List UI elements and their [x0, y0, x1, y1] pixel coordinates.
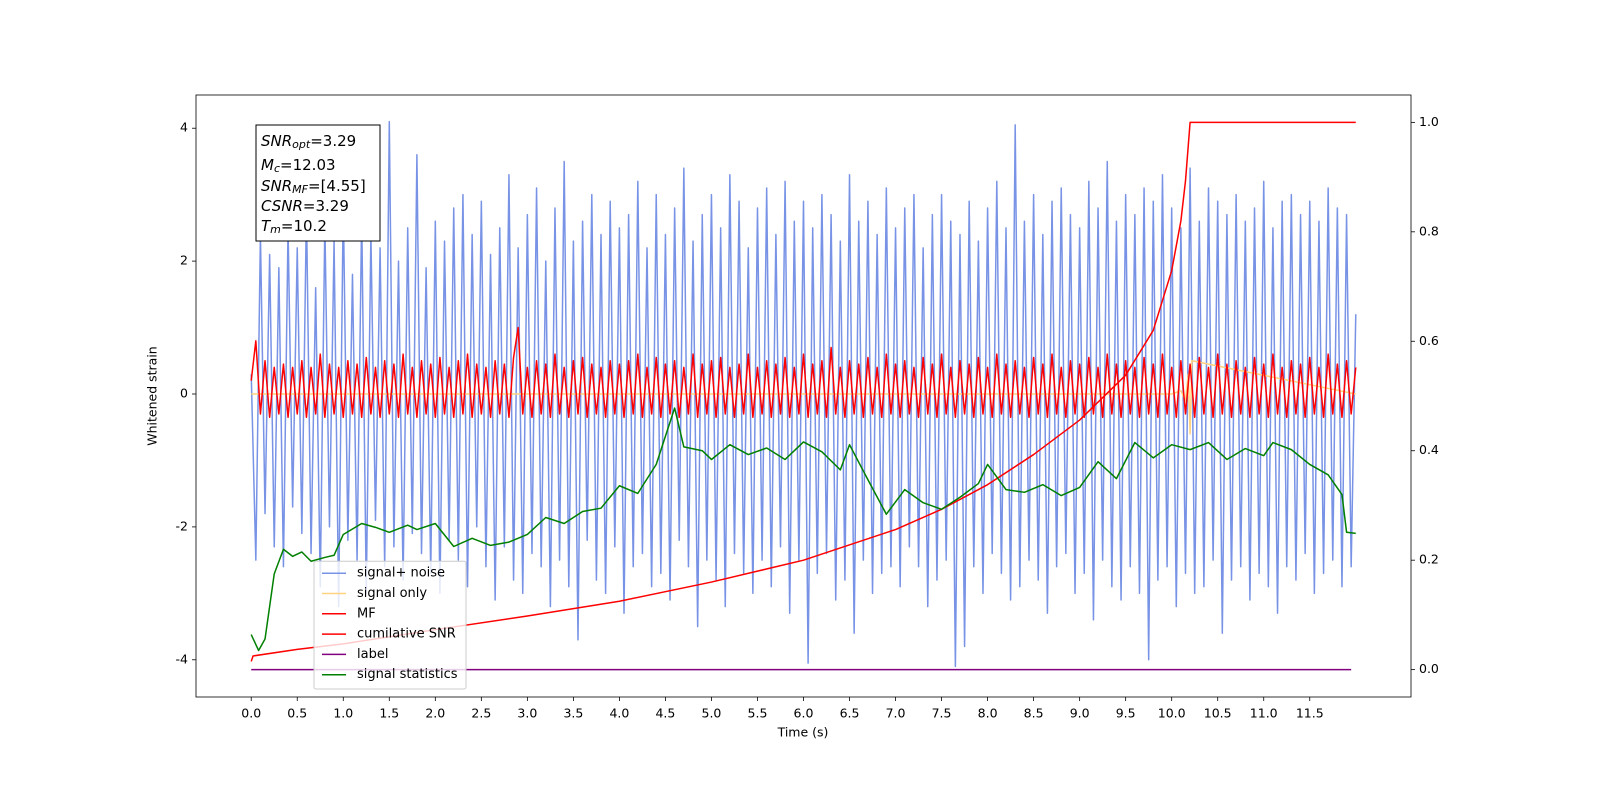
annotation: Tm=10.2: [261, 217, 327, 237]
series-line: [251, 360, 1356, 435]
x-tick-label: 9.5: [1116, 706, 1136, 721]
legend-label: label: [357, 647, 388, 662]
y-tick-label: 0: [180, 386, 188, 401]
x-tick-label: 10.0: [1158, 706, 1186, 721]
annotation-subscript: MF: [292, 183, 308, 196]
y2-tick-label: 0.4: [1419, 442, 1439, 457]
series-line: [250, 407, 1356, 652]
annotation: Mc=12.03: [261, 156, 336, 176]
annotation-symbol: T: [261, 217, 272, 235]
annotation-subscript: c: [274, 162, 280, 175]
legend-label: cumilative SNR: [357, 627, 456, 642]
annotation-text: =12.03: [280, 156, 336, 174]
y-axis-label: Whitened strain: [145, 346, 160, 445]
legend-box: [313, 560, 467, 690]
annotation: SNRMF=[4.55]: [261, 177, 366, 197]
x-tick-label: 5.0: [702, 706, 722, 721]
annotation-symbol: SNR: [261, 177, 292, 195]
annotation-box: [255, 124, 381, 242]
x-tick-label: 6.0: [794, 706, 814, 721]
x-tick-label: 8.0: [978, 706, 998, 721]
series-line: [250, 326, 1357, 419]
x-tick-label: 5.5: [748, 706, 768, 721]
annotation-subscript: opt: [292, 138, 311, 151]
x-tick-label: 2.5: [471, 706, 491, 721]
annotation: CSNR=3.29: [261, 197, 349, 215]
x-tick-label: 7.5: [932, 706, 952, 721]
y2-tick-label: 0.8: [1419, 223, 1439, 238]
x-tick-label: 3.5: [563, 706, 583, 721]
y-tick-label: -2: [176, 518, 188, 533]
x-tick-label: 9.0: [1070, 706, 1090, 721]
x-tick-label: 11.0: [1250, 706, 1278, 721]
annotation-text: =3.29: [310, 132, 356, 150]
legend-label: signal statistics: [357, 667, 458, 682]
y2-tick-label: 0.6: [1419, 333, 1439, 348]
x-tick-label: 0.5: [287, 706, 307, 721]
x-tick-label: 1.0: [333, 706, 353, 721]
annotation: SNRopt=3.29: [261, 132, 356, 152]
x-tick-label: 11.5: [1296, 706, 1324, 721]
annotation-symbol: M: [261, 156, 274, 174]
y-tick-label: -4: [176, 651, 189, 666]
x-tick-label: 3.0: [517, 706, 537, 721]
x-tick-label: 6.5: [840, 706, 860, 721]
x-tick-label: 8.5: [1024, 706, 1044, 721]
x-tick-label: 7.0: [886, 706, 906, 721]
legend-label: MF: [357, 606, 376, 621]
x-tick-label: 4.0: [609, 706, 629, 721]
annotation-symbol: SNR: [261, 132, 292, 150]
y-tick-label: 4: [180, 120, 188, 135]
annotation-text: =[4.55]: [308, 177, 366, 195]
x-axis-label: Time (s): [777, 725, 829, 740]
annotation-symbol: CSNR: [261, 197, 303, 215]
x-tick-label: 2.0: [425, 706, 445, 721]
x-tick-label: 1.5: [379, 706, 399, 721]
x-tick-label: 10.5: [1204, 706, 1232, 721]
annotation-text: =3.29: [303, 197, 349, 215]
series-line: [250, 120, 1357, 668]
legend-label: signal+ noise: [357, 566, 445, 581]
annotation-text: =10.2: [281, 217, 327, 235]
legend-label: signal only: [357, 586, 427, 601]
x-tick-label: 4.5: [655, 706, 675, 721]
y2-tick-label: 0.0: [1419, 661, 1439, 676]
annotation-subscript: m: [270, 223, 281, 236]
y2-tick-label: 0.2: [1419, 552, 1439, 567]
y-tick-label: 2: [180, 253, 188, 268]
y2-tick-label: 1.0: [1419, 114, 1439, 129]
plot-frame: [195, 94, 1412, 698]
x-tick-label: 0.0: [241, 706, 261, 721]
